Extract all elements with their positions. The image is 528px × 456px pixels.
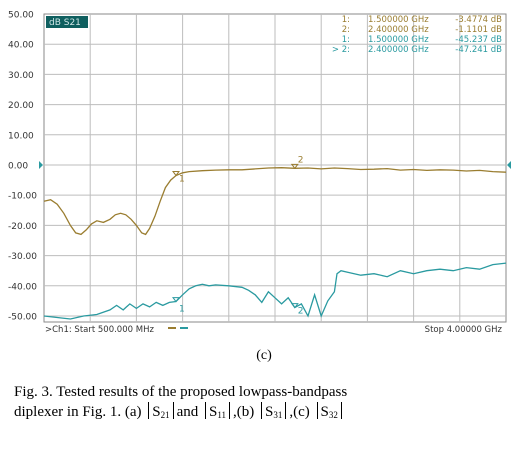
marker-label: 2 [298,155,304,165]
trace-tag: dB S21 [49,18,81,28]
y-tick-label: 30.00 [8,71,34,81]
marker-readout-freq: 1.500000 GHz [368,15,429,25]
y-tick-label: -20.00 [8,222,37,232]
vna-plot: 50.00 40.00 30.00 20.00 10.00 0.00 -10.00 -20.0… [8,10,511,335]
reference-arrow-left [39,160,43,169]
y-tick-label: -30.00 [8,252,37,262]
abs-bar [261,402,263,419]
caption-text: diplexer in Fig. 1. (a) [14,404,142,420]
trace-s32 [43,262,507,320]
abs-bar [148,402,150,419]
marker-readout-id: > 2: [332,45,350,55]
y-tick-label: -50.00 [8,312,37,322]
marker-triangle [290,303,299,309]
trace-tag-bg [46,16,88,28]
abs-bar [205,402,206,419]
y-tick-label: 50.00 [8,11,34,21]
caption-text: ,(b) [233,404,255,420]
abs-bar [285,402,287,419]
marker-label: 2 [298,307,304,317]
caption-line-2: diplexer in Fig. 1. (a) S21 and S11 ,(b) S… [14,402,514,425]
marker-label: 1 [179,174,185,184]
marker-readout-value: -45.237 dB [455,35,502,45]
s-param: S [265,404,274,420]
y-tick-label: -40.00 [8,282,37,292]
trace-s21 [43,167,507,236]
caption-line-1: Fig. 3. Tested results of the proposed l… [14,384,348,400]
marker-readout-id: 1: [342,15,350,25]
s-param: S [152,404,161,420]
caption-text: and [176,404,199,420]
marker-readout-value: -1.1101 dB [455,25,502,35]
marker-triangle [172,297,180,303]
marker-readout-freq: 2.400000 GHz [368,25,429,35]
abs-bar [229,402,231,419]
y-tick-label: 20.00 [8,101,34,111]
caption-text: ,(c) [289,404,310,420]
y-tick-label: 10.00 [8,131,34,141]
s-param-sub: 31 [273,410,283,420]
y-tick-label: 0.00 [8,161,28,171]
s-param-sub: 21 [160,410,170,420]
y-tick-label: 40.00 [8,41,34,51]
abs-bar [316,402,318,419]
marker-readout-freq: 1.500000 GHz [368,35,429,45]
marker-readout-freq: 2.400000 GHz [368,45,429,55]
marker-triangle [172,170,180,177]
marker-label: 1 [179,305,185,315]
start-frequency-label: >Ch1: Start 500.000 MHz [45,325,154,335]
s-param: S [209,404,218,420]
s-param-sub: 32 [328,410,338,420]
s-param-sub: 11 [217,410,227,420]
reference-arrow-right [507,160,511,169]
marker-readout-value: -47.241 dB [455,45,502,55]
stop-frequency-label: Stop 4.00000 GHz [425,325,503,335]
marker-readout-id: 2: [342,25,350,35]
figure-caption: Fig. 3. Tested results of the proposed l… [14,383,514,425]
marker-readout-id: 1: [342,35,350,45]
abs-bar [340,402,342,419]
s-param: S [320,404,329,420]
marker-triangle [290,163,299,170]
abs-bar [172,402,174,419]
panel-label: (c) [256,348,272,363]
marker-readout-value: -3.4774 dB [455,15,502,25]
y-tick-label: -10.00 [8,192,37,202]
